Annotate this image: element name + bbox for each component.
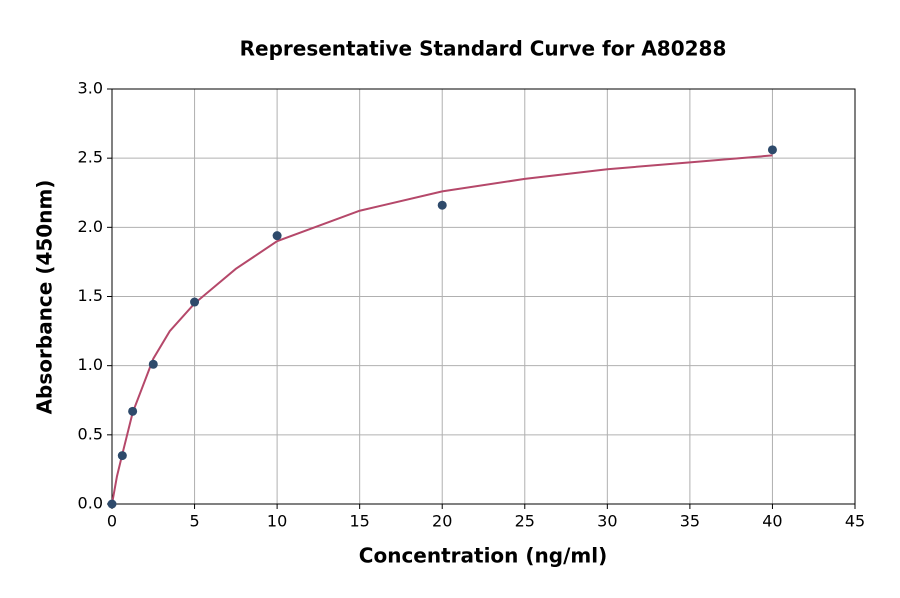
y-tick-label: 3.0: [78, 79, 103, 98]
x-tick-label: 40: [762, 512, 782, 531]
plot-frame: [111, 88, 856, 505]
y-tick-label: 0.0: [78, 494, 103, 513]
y-tick-label: 2.5: [78, 148, 103, 167]
x-tick-label: 45: [845, 512, 865, 531]
chart-title: Representative Standard Curve for A80288: [240, 37, 727, 61]
y-axis-label: Absorbance (450nm): [33, 180, 57, 415]
x-tick-label: 15: [349, 512, 369, 531]
data-point: [272, 231, 282, 241]
data-point: [128, 406, 138, 416]
y-tick-label: 0.5: [78, 424, 103, 443]
x-tick-label: 35: [680, 512, 700, 531]
y-tick-label: 2.0: [78, 217, 103, 236]
data-point: [148, 359, 158, 369]
data-point: [437, 200, 447, 210]
y-tick-label: 1.0: [78, 355, 103, 374]
x-tick-label: 10: [267, 512, 287, 531]
data-point: [117, 451, 127, 461]
x-tick-label: 5: [189, 512, 199, 531]
data-point: [190, 297, 200, 307]
y-tick-label: 1.5: [78, 286, 103, 305]
x-tick-label: 0: [107, 512, 117, 531]
data-point: [107, 499, 117, 509]
x-tick-label: 25: [515, 512, 535, 531]
data-point: [767, 145, 777, 155]
x-tick-label: 30: [597, 512, 617, 531]
x-axis-label: Concentration (ng/ml): [359, 544, 607, 568]
x-tick-label: 20: [432, 512, 452, 531]
fit-curve: [111, 154, 773, 505]
